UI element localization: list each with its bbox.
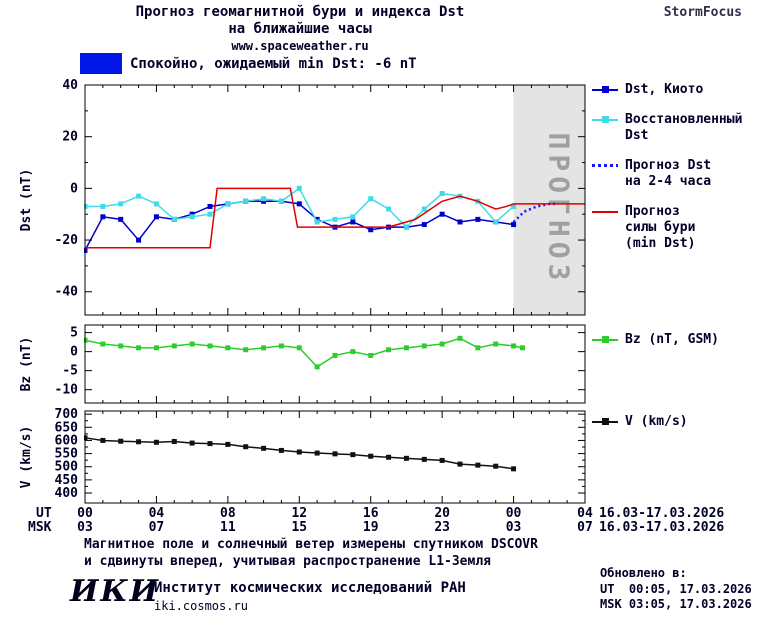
svg-text:-40: -40 <box>55 285 79 300</box>
legend-dst-kyoto: Dst, Киото <box>592 82 703 98</box>
svg-text:UT: UT <box>36 506 52 521</box>
kyoto-line-marker-icon <box>592 84 618 96</box>
svg-text:40: 40 <box>62 78 78 93</box>
legend-v: V (km/s) <box>592 414 688 430</box>
svg-text:07: 07 <box>149 520 165 535</box>
institute-site-url: iki.cosmos.ru <box>154 599 248 613</box>
legend-v-label: V (km/s) <box>625 414 688 429</box>
status-text: Спокойно, ожидаемый min Dst: -6 nT <box>130 55 417 72</box>
svg-text:15: 15 <box>291 520 307 535</box>
iki-logo: ИКИ <box>70 574 160 609</box>
red-line-icon <box>592 206 618 218</box>
svg-text:04: 04 <box>577 506 593 521</box>
brand-label: StormFocus <box>663 5 742 20</box>
institute-name: Институт космических исследований РАН <box>154 580 466 596</box>
svg-text:Bz (nT): Bz (nT) <box>19 337 34 392</box>
legend-restored-label: Восстановленный Dst <box>625 112 743 143</box>
svg-text:00: 00 <box>77 506 93 521</box>
svg-text:-10: -10 <box>55 383 79 398</box>
svg-text:19: 19 <box>363 520 379 535</box>
svg-text:5: 5 <box>70 326 78 341</box>
svg-text:03: 03 <box>506 520 522 535</box>
legend-bz-label: Bz (nT, GSM) <box>625 332 719 347</box>
footnote-line2: и сдвинуты вперед, учитывая распростране… <box>84 554 491 569</box>
page-title-line2: на ближайшие часы <box>228 21 372 37</box>
svg-text:03: 03 <box>77 520 93 535</box>
page-title-line1: Прогноз геомагнитной бури и индекса Dst <box>135 4 465 20</box>
svg-text:20: 20 <box>62 130 78 145</box>
svg-text:MSK: MSK <box>28 520 52 535</box>
status-color-swatch <box>80 53 122 74</box>
updated-msk: MSK 03:05, 17.03.2026 <box>600 597 752 611</box>
svg-text:04: 04 <box>149 506 165 521</box>
svg-text:0: 0 <box>70 345 78 360</box>
svg-text:-20: -20 <box>55 233 79 248</box>
dotted-line-icon <box>592 160 618 172</box>
legend-forecast-storm: Прогноз силы бури (min Dst) <box>592 204 695 252</box>
svg-text:11: 11 <box>220 520 236 535</box>
svg-text:16.03-17.03.2026: 16.03-17.03.2026 <box>599 520 724 535</box>
svg-text:ПРОГНОЗ: ПРОГНОЗ <box>542 132 575 285</box>
legend-restored-dst: Восстановленный Dst <box>592 112 742 144</box>
legend-bz: Bz (nT, GSM) <box>592 332 719 348</box>
updated-ut: UT 00:05, 17.03.2026 <box>600 582 752 596</box>
svg-text:16.03-17.03.2026: 16.03-17.03.2026 <box>599 506 724 521</box>
svg-text:-5: -5 <box>62 364 78 379</box>
svg-text:07: 07 <box>577 520 593 535</box>
svg-text:0: 0 <box>70 181 78 196</box>
footnote-line1: Магнитное поле и солнечный ветер измерен… <box>84 537 538 552</box>
svg-text:20: 20 <box>434 506 450 521</box>
updated-label: Обновлено в: <box>600 566 687 580</box>
svg-text:700: 700 <box>55 407 79 422</box>
svg-text:08: 08 <box>220 506 236 521</box>
legend-forecast-storm-label: Прогноз силы бури (min Dst) <box>625 204 696 251</box>
legend-kyoto-label: Dst, Киото <box>625 82 704 97</box>
storm-status-bar: Спокойно, ожидаемый min Dst: -6 nT <box>80 53 417 74</box>
legend-forecast-dst: Прогноз Dst на 2-4 часа <box>592 158 711 190</box>
svg-text:550: 550 <box>55 447 79 462</box>
v-line-marker-icon <box>592 416 618 428</box>
svg-text:23: 23 <box>434 520 450 535</box>
svg-text:V (km/s): V (km/s) <box>19 426 34 489</box>
svg-text:650: 650 <box>55 420 79 435</box>
svg-text:450: 450 <box>55 473 79 488</box>
svg-text:400: 400 <box>55 486 79 501</box>
svg-text:Dst (nT): Dst (nT) <box>19 169 34 232</box>
restored-line-marker-icon <box>592 114 618 126</box>
bz-line-marker-icon <box>592 334 618 346</box>
svg-text:00: 00 <box>506 506 522 521</box>
svg-text:16: 16 <box>363 506 379 521</box>
svg-text:600: 600 <box>55 433 79 448</box>
website-url: www.spaceweather.ru <box>231 39 369 53</box>
legend-forecast-dst-label: Прогноз Dst на 2-4 часа <box>625 158 712 189</box>
svg-text:12: 12 <box>291 506 307 521</box>
svg-text:500: 500 <box>55 460 79 475</box>
